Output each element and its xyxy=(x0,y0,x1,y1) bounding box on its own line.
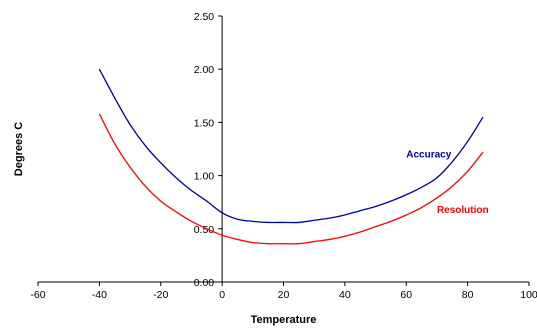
x-tick-label: -20 xyxy=(153,289,168,301)
y-tick-label: 0.00 xyxy=(194,277,215,289)
axis-ticks: -60 -40 -20 0 20 40 60 80 100 0.00 0.50 1.00 1.50 2.0… xyxy=(30,11,537,301)
x-tick-label: -40 xyxy=(92,289,107,301)
series-annotations: Accuracy Resolution xyxy=(406,150,488,216)
chart-axes xyxy=(38,16,529,283)
y-tick-label: 1.00 xyxy=(194,171,215,183)
y-tick-label: 2.50 xyxy=(194,11,215,23)
series-line-resolution xyxy=(98,113,484,245)
y-axis-title: Degrees C xyxy=(13,122,25,176)
x-axis-title: Temperature xyxy=(251,314,317,326)
x-tick-label: 60 xyxy=(400,289,412,301)
series-label: Resolution xyxy=(437,205,489,216)
x-tick-label: 0 xyxy=(219,289,225,301)
y-tick-label: 2.00 xyxy=(194,64,215,76)
x-tick-label: 80 xyxy=(462,289,474,301)
series-label: Accuracy xyxy=(406,150,451,161)
x-tick-label: -60 xyxy=(30,289,45,301)
x-tick-label: 100 xyxy=(520,289,537,301)
x-tick-label: 20 xyxy=(278,289,290,301)
series-lines xyxy=(98,68,484,245)
y-tick-label: 0.50 xyxy=(194,224,215,236)
y-tick-label: 1.50 xyxy=(194,117,215,129)
series-line-accuracy xyxy=(98,68,484,224)
x-tick-label: 40 xyxy=(339,289,351,301)
